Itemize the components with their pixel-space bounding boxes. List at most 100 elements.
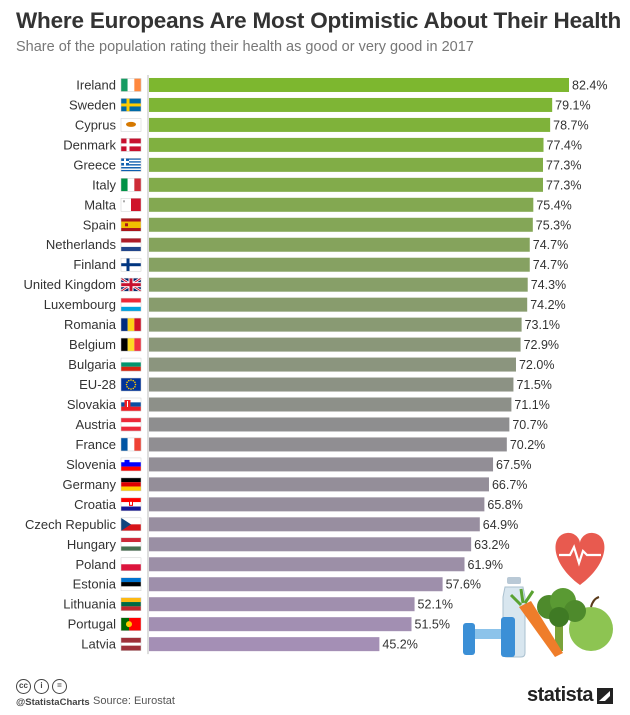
chart-subtitle: Share of the population rating their hea…: [16, 39, 474, 55]
bar-sweden: [149, 97, 553, 112]
bar-estonia: [149, 577, 443, 592]
category-label-france: France: [76, 437, 116, 452]
value-label-finland: 74.7%: [533, 258, 568, 272]
flag-icon-cy: [120, 118, 142, 132]
nd-icon: =: [52, 678, 67, 694]
flag-icon-lt: [120, 597, 142, 611]
flag-icon-es: [120, 218, 142, 232]
value-label-portugal: 51.5%: [415, 618, 450, 632]
flag-icon-be: [120, 337, 142, 352]
value-label-poland: 61.9%: [468, 558, 503, 572]
health-illustration: [455, 525, 625, 670]
flag-icon-de: [120, 477, 142, 492]
bar-eu-28: [149, 377, 514, 392]
statista-mark-icon: [597, 687, 614, 704]
value-label-croatia: 65.8%: [487, 498, 522, 512]
value-label-luxembourg: 74.2%: [530, 298, 565, 312]
flag-icon-nl: [120, 237, 142, 252]
flag-icon-si: [120, 457, 142, 472]
bar-bulgaria: [149, 357, 516, 372]
value-label-italy: 77.3%: [546, 178, 581, 192]
flag-icon-it: [120, 178, 142, 192]
value-label-netherlands: 74.7%: [533, 238, 568, 252]
bar-ireland: [149, 77, 569, 92]
brand-name: statista: [527, 684, 594, 706]
category-label-lithuania: Lithuania: [63, 597, 117, 612]
value-label-eu-28: 71.5%: [516, 378, 551, 392]
value-label-spain: 75.3%: [536, 218, 571, 232]
category-label-hungary: Hungary: [67, 537, 117, 552]
category-label-greece: Greece: [73, 157, 116, 172]
flag-icon-lu: [120, 297, 142, 312]
value-label-belgium: 72.9%: [524, 338, 559, 352]
bar-cyprus: [149, 117, 551, 132]
heart-rate-icon: [555, 532, 605, 585]
value-label-ireland: 82.4%: [572, 78, 607, 92]
value-label-bulgaria: 72.0%: [519, 358, 554, 372]
bar-latvia: [149, 637, 380, 652]
flag-icon-gb: [120, 277, 142, 293]
category-label-bulgaria: Bulgaria: [68, 357, 116, 372]
value-label-denmark: 77.4%: [547, 138, 582, 152]
category-label-estonia: Estonia: [73, 577, 117, 592]
flag-icon-ie: [120, 78, 142, 92]
bar-slovakia: [149, 397, 512, 412]
bar-romania: [149, 317, 522, 332]
cc-icon: cc: [16, 678, 31, 694]
category-label-poland: Poland: [76, 557, 116, 572]
flag-icon-hr: [120, 497, 142, 512]
bar-greece: [149, 157, 544, 172]
category-label-ireland: Ireland: [76, 77, 116, 92]
bar-czech-republic: [149, 517, 480, 532]
bar-finland: [149, 257, 530, 272]
flag-icon-sk: [120, 397, 142, 412]
bar-slovenia: [149, 457, 494, 472]
category-label-denmark: Denmark: [63, 137, 116, 152]
value-label-malta: 75.4%: [536, 198, 571, 212]
value-label-lithuania: 52.1%: [418, 598, 453, 612]
flag-icon-hu: [120, 537, 142, 552]
bar-italy: [149, 177, 544, 192]
bar-chart: Ireland 82.4% Sweden 79.1% Cyprus 78.7% Denmar…: [24, 75, 607, 655]
flag-icon-dk: [120, 138, 142, 152]
bar-spain: [149, 217, 533, 232]
value-label-slovenia: 67.5%: [496, 458, 531, 472]
value-label-romania: 73.1%: [525, 318, 560, 332]
flag-icon-fi: [120, 257, 142, 272]
bar-united-kingdom: [149, 277, 528, 292]
value-label-cyprus: 78.7%: [553, 118, 588, 132]
value-label-germany: 66.7%: [492, 478, 527, 492]
category-label-cyprus: Cyprus: [75, 117, 117, 132]
source-note: Source: Eurostat: [93, 695, 175, 707]
flag-icon-cz: [120, 517, 142, 532]
bar-germany: [149, 477, 489, 492]
bar-denmark: [149, 137, 544, 152]
category-label-italy: Italy: [92, 177, 116, 192]
bar-france: [149, 437, 507, 452]
bar-luxembourg: [149, 297, 528, 312]
bar-malta: [149, 197, 534, 212]
value-label-czech-republic: 64.9%: [483, 518, 518, 532]
category-label-austria: Austria: [76, 417, 117, 432]
bar-austria: [149, 417, 510, 432]
value-label-slovakia: 71.1%: [514, 398, 549, 412]
bar-poland: [149, 557, 465, 572]
bar-hungary: [149, 537, 472, 552]
bar-belgium: [149, 337, 521, 352]
value-label-austria: 70.7%: [512, 418, 547, 432]
category-label-netherlands: Netherlands: [46, 237, 117, 252]
value-label-sweden: 79.1%: [555, 98, 590, 112]
category-label-eu-28: EU-28: [79, 377, 116, 392]
value-label-estonia: 57.6%: [446, 578, 481, 592]
category-label-luxembourg: Luxembourg: [44, 297, 116, 312]
bar-netherlands: [149, 237, 530, 252]
category-label-malta: Malta: [84, 197, 117, 212]
broccoli-icon: [537, 588, 586, 651]
flag-icon-fr: [120, 437, 142, 452]
category-label-croatia: Croatia: [74, 497, 117, 512]
value-label-hungary: 63.2%: [474, 538, 509, 552]
category-label-germany: Germany: [63, 477, 117, 492]
bar-lithuania: [149, 597, 415, 612]
flag-icon-gr: [120, 158, 142, 172]
brand-logo: statista: [527, 684, 614, 707]
